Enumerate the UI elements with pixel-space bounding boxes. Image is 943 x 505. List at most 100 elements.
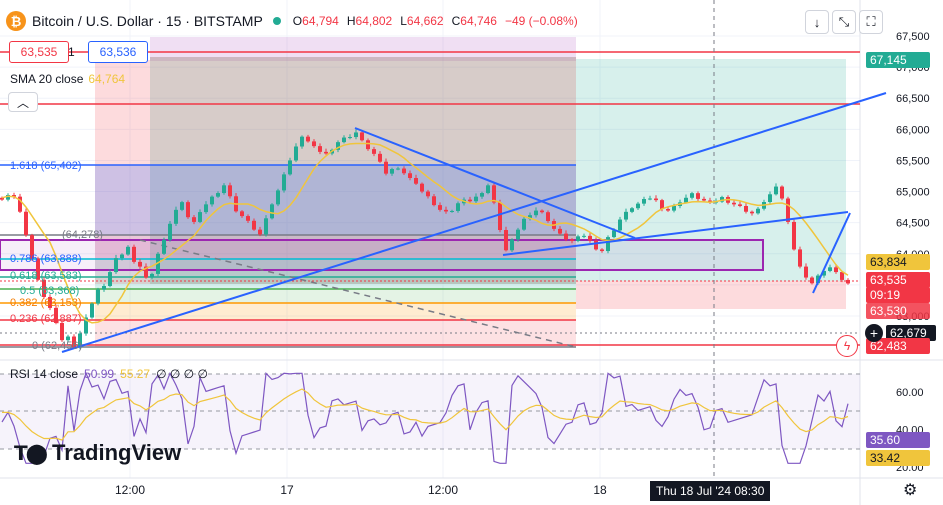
candle-body <box>528 215 532 219</box>
fib-label-05: 0.5 (63,368) <box>20 285 80 297</box>
candle-body <box>828 267 832 271</box>
candle-body <box>348 137 352 139</box>
candle-body <box>666 208 670 211</box>
candle-body <box>108 272 112 287</box>
sma-price-tag: 63,834 <box>866 254 930 270</box>
candle-body <box>438 205 442 210</box>
candle-body <box>582 235 586 237</box>
candle-body <box>612 230 616 238</box>
candle-body <box>156 253 160 274</box>
rsi-label: RSI 14 close <box>10 367 79 381</box>
consolidation-box <box>0 239 764 271</box>
candle-body <box>132 246 136 262</box>
fib-label-0618: 0.618 (63,583) <box>10 270 82 282</box>
candle-body <box>690 193 694 198</box>
candle-body <box>30 235 34 259</box>
sma-legend[interactable]: SMA 20 close 64,764 <box>10 72 125 86</box>
candle-body <box>372 149 376 154</box>
sell-button[interactable]: 63,535 <box>9 41 69 63</box>
rsi-extra: ∅ ∅ ∅ ∅ <box>156 367 208 381</box>
last-price-tag: 63,535 <box>866 272 930 288</box>
candle-body <box>846 279 850 284</box>
candle-body <box>630 208 634 212</box>
candle-body <box>624 211 628 220</box>
tradingview-logo: 𝗧⬤ TradingView <box>14 440 181 466</box>
symbol-title[interactable]: Bitcoin / U.S. Dollar · 15 · BITSTAMP <box>32 13 263 29</box>
buy-button[interactable]: 63,536 <box>88 41 148 63</box>
candle-body <box>468 199 472 202</box>
candle-body <box>6 195 10 200</box>
candle-body <box>312 141 316 147</box>
candle-body <box>486 185 490 194</box>
candle-body <box>402 168 406 174</box>
breakout-line <box>812 212 851 294</box>
fullscreen-icon[interactable]: ⛶ <box>859 10 883 34</box>
candle-body <box>72 336 76 348</box>
rsi-legend[interactable]: RSI 14 close 50.99 55.27 ∅ ∅ ∅ ∅ <box>10 367 208 381</box>
candle-body <box>252 220 256 230</box>
rsi-value: 50.99 <box>84 367 115 381</box>
candle-body <box>708 200 712 203</box>
risk-zone-left <box>95 60 150 284</box>
target-price-tag: 67,145 <box>866 52 930 68</box>
candle-body <box>810 277 814 284</box>
fib-band-05 <box>95 289 576 303</box>
arrow-down-icon[interactable]: ↓ <box>805 10 829 34</box>
candle-body <box>474 196 478 202</box>
candle-body <box>774 186 778 195</box>
candle-body <box>492 185 496 203</box>
candle-body <box>510 239 514 251</box>
cursor-time-tag: Thu 18 Jul '24 08:30 <box>650 481 771 501</box>
candle-body <box>414 177 418 184</box>
time-tick-label: 18 <box>593 483 607 497</box>
fib-label-0786: 0.786 (63,888) <box>10 253 82 265</box>
stop-zone <box>576 281 846 309</box>
candle-body <box>54 307 58 323</box>
candle-body <box>444 209 448 212</box>
collapse-icon[interactable]: ⤡ <box>832 10 856 34</box>
fib-band-1618 <box>95 165 576 235</box>
dashed-trend-line <box>139 239 577 348</box>
candle-body <box>750 211 754 214</box>
rsi-tick-label: 60.00 <box>896 387 924 399</box>
candle-body <box>66 336 70 341</box>
rsi-ma-tag: 33.42 <box>866 450 930 466</box>
candle-body <box>570 239 574 241</box>
candle-body <box>648 198 652 200</box>
candle-body <box>636 203 640 209</box>
sma-label: SMA 20 close <box>10 72 84 86</box>
candle-body <box>276 190 280 205</box>
candle-body <box>378 153 382 162</box>
candle-body <box>654 198 658 201</box>
price-tick-label: 67,500 <box>896 31 930 43</box>
candle-body <box>0 197 4 200</box>
candle-body <box>96 289 100 304</box>
order-quantity[interactable]: 1 <box>68 45 75 59</box>
add-alert-plus-icon[interactable]: + <box>865 324 883 342</box>
candle-body <box>396 168 400 170</box>
candle-body <box>42 279 46 297</box>
candle-body <box>738 204 742 206</box>
candle-body <box>210 196 214 205</box>
rsi-band <box>0 374 860 449</box>
price-tick-label: 65,500 <box>896 155 930 167</box>
fib-label-0382: 0.382 (63,153) <box>10 297 82 309</box>
candle-body <box>204 204 208 213</box>
sma-line <box>1 142 849 324</box>
candle-body <box>744 205 748 212</box>
time-tick-label: 17 <box>280 483 294 497</box>
candle-body <box>498 202 502 231</box>
candle-body <box>162 239 166 254</box>
fib-label-1: (64,278) <box>62 229 103 241</box>
settings-gear-icon[interactable]: ⚙ <box>903 482 918 499</box>
collapse-legend-button[interactable]: ︿ <box>8 92 38 112</box>
alert-bolt-icon[interactable]: ϟ <box>836 335 858 357</box>
candle-body <box>840 272 844 280</box>
fib-label-1618: 1.618 (65,402) <box>10 160 82 172</box>
candle-body <box>84 317 88 334</box>
candle-body <box>240 211 244 217</box>
alert-price-tag: 62,483 <box>866 338 930 354</box>
candle-body <box>660 200 664 209</box>
price-tick-label: 64,500 <box>896 218 930 230</box>
